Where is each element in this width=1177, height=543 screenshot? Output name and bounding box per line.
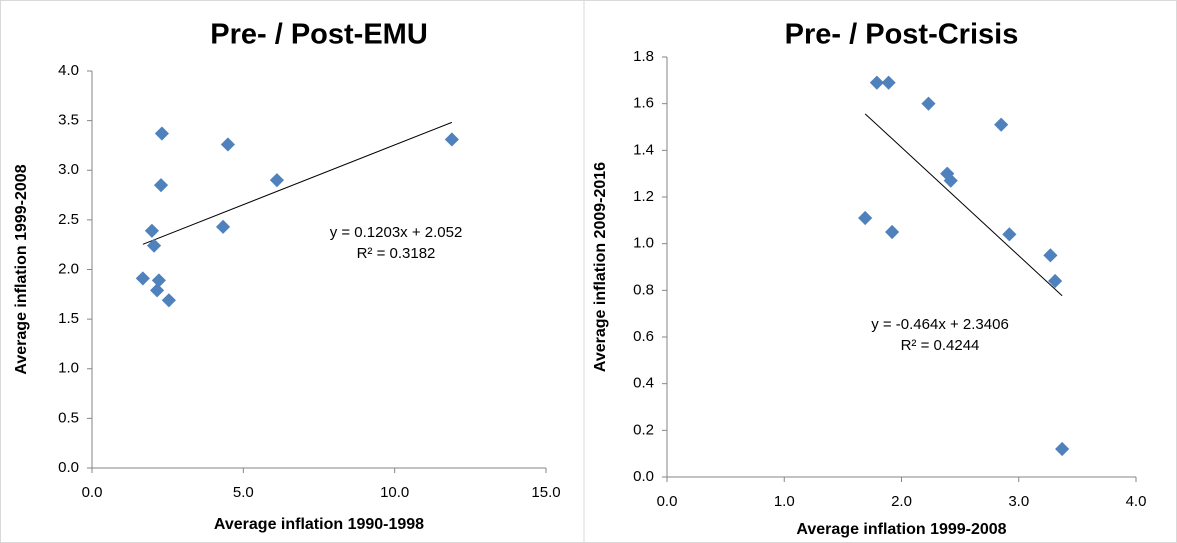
point [144, 223, 159, 238]
x-tick-label: 2.0 [891, 493, 912, 510]
x-tick-label: 10.0 [380, 484, 409, 501]
point [220, 137, 235, 152]
y-tick-label: 0.2 [633, 421, 654, 438]
y-tick-label: 0.5 [58, 409, 79, 426]
x-tick-label: 0.0 [657, 493, 678, 510]
point [1002, 227, 1017, 242]
point [921, 96, 936, 111]
point [215, 219, 231, 234]
y-axis-title: Average inflation 1999-2008 [13, 164, 30, 374]
y-tick-label: 1.0 [58, 360, 79, 377]
point [1043, 248, 1058, 263]
x-tick-label: 1.0 [774, 493, 795, 510]
trendline-equation: y = 0.1203x + 2.052 [330, 224, 463, 241]
point [869, 75, 884, 90]
trendline-r-squared: R² = 0.3182 [357, 245, 436, 262]
point [151, 273, 166, 288]
x-axis-title: Average inflation 1990-1998 [214, 516, 424, 533]
trendline-r-squared: R² = 0.4244 [901, 337, 980, 354]
y-tick-label: 1.5 [58, 310, 79, 327]
trendline-equation: y = -0.464x + 2.3406 [871, 316, 1009, 333]
point [943, 173, 958, 188]
y-tick-label: 2.5 [58, 211, 79, 228]
point [994, 117, 1009, 132]
y-tick-label: 2.0 [58, 260, 79, 277]
y-tick-label: 0.0 [58, 459, 79, 476]
x-axis-title: Average inflation 1999-2008 [796, 521, 1006, 538]
y-tick-label: 3.5 [58, 112, 79, 129]
y-tick-label: 0.4 [633, 375, 654, 392]
x-tick-label: 4.0 [1126, 493, 1147, 510]
point [154, 126, 169, 141]
y-tick-label: 4.0 [58, 62, 79, 79]
y-tick-label: 0.8 [633, 281, 654, 298]
chart-title: Pre- / Post-Crisis [785, 19, 1019, 51]
point [153, 178, 169, 193]
trendline [864, 113, 1063, 297]
point [269, 173, 285, 188]
chart-title: Pre- / Post-EMU [210, 19, 428, 51]
x-tick-label: 15.0 [531, 484, 560, 501]
x-tick-label: 0.0 [82, 484, 103, 501]
y-tick-label: 1.4 [633, 141, 654, 158]
point [146, 238, 162, 253]
y-tick-label: 1.6 [633, 95, 654, 112]
point [135, 271, 150, 286]
y-tick-label: 1.0 [633, 235, 654, 252]
y-tick-label: 1.8 [633, 48, 654, 65]
point [858, 210, 873, 226]
point [885, 224, 900, 240]
point [1048, 273, 1063, 289]
x-tick-label: 5.0 [233, 484, 254, 501]
y-tick-label: 1.2 [633, 188, 654, 205]
point [161, 293, 176, 308]
point [150, 283, 165, 298]
point [1055, 441, 1070, 457]
y-tick-label: 3.0 [58, 161, 79, 178]
y-axis-title: Average inflation 2009-2016 [592, 162, 609, 372]
x-tick-label: 3.0 [1008, 493, 1029, 510]
point [881, 75, 896, 90]
trendline [142, 121, 453, 245]
y-tick-label: 0.6 [633, 328, 654, 345]
point [444, 132, 459, 147]
y-tick-label: 0.0 [633, 468, 654, 485]
